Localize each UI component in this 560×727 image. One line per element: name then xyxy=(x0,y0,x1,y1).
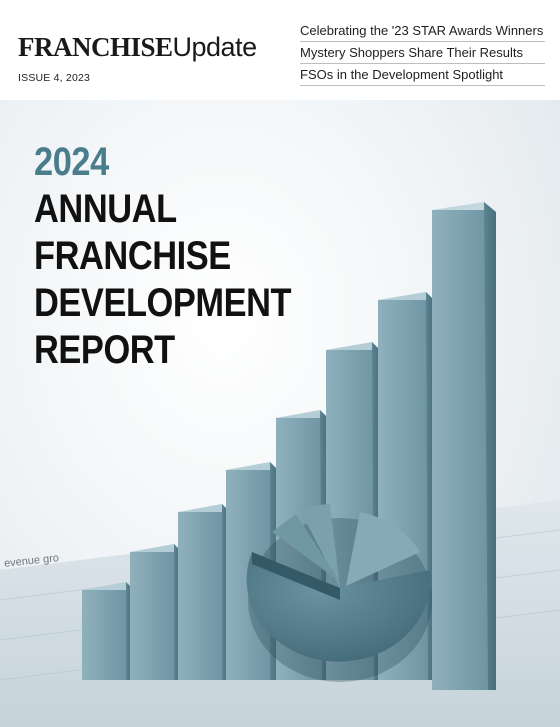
cover-headlines: Celebrating the '23 STAR Awards Winners … xyxy=(300,20,545,86)
headline-3: FSOs in the Development Spotlight xyxy=(300,64,545,86)
bar-3 xyxy=(178,504,230,680)
bar-graph-illustration xyxy=(0,202,560,727)
headline-2: Mystery Shoppers Share Their Results xyxy=(300,42,545,64)
bar-2 xyxy=(130,544,182,680)
bar-1 xyxy=(82,582,134,680)
cover-illustration: 2024 ANNUAL FRANCHISE DEVELOPMENT REPORT… xyxy=(0,100,560,727)
brand-name-light: Update xyxy=(172,32,258,62)
bar-8 xyxy=(432,202,496,690)
brand-name-bold: FRANCHISE xyxy=(18,32,173,62)
pie-chart-illustration xyxy=(246,504,432,682)
issue-label: ISSUE 4, 2023 xyxy=(18,72,91,84)
brand-logo: FRANCHISEUpdate xyxy=(18,34,257,61)
masthead: FRANCHISEUpdate ISSUE 4, 2023 Celebratin… xyxy=(0,0,560,100)
cover-title-line-4: REPORT xyxy=(34,328,175,372)
cover-title-line-3: DEVELOPMENT xyxy=(34,281,292,325)
cover-title-line-1: ANNUAL xyxy=(34,187,177,231)
cover-title-line-2: FRANCHISE xyxy=(34,234,231,278)
cover-year: 2024 xyxy=(34,140,109,184)
headline-1: Celebrating the '23 STAR Awards Winners xyxy=(300,20,545,42)
